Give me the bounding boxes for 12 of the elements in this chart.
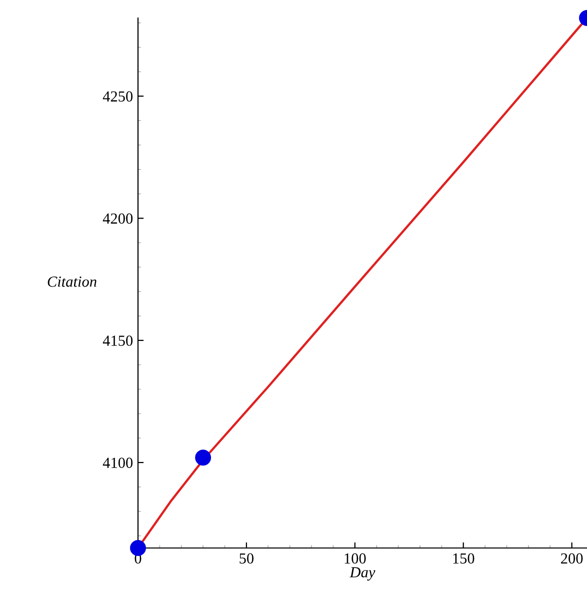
x-axis-title: Day xyxy=(350,567,376,581)
x-tick-label: 200 xyxy=(561,553,583,564)
y-axis-title: Citation xyxy=(48,276,96,287)
y-tick-label: 4200 xyxy=(102,213,133,224)
y-tick-label: 4250 xyxy=(102,91,133,102)
y-tick-label: 4100 xyxy=(102,458,133,468)
x-tick-label: 150 xyxy=(453,553,474,564)
point xyxy=(130,540,146,556)
x-tick-label: 100 xyxy=(344,553,366,564)
y-tick-label: 4150 xyxy=(102,336,133,346)
point xyxy=(195,450,212,466)
x-tick-label: 50 xyxy=(240,553,254,564)
